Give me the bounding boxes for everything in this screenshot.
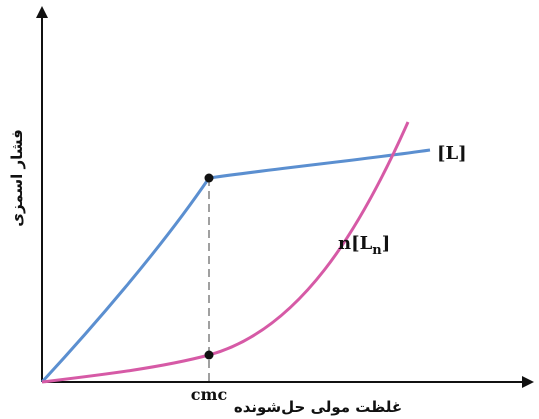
curve-nLn-label-main: n[L [338,233,373,254]
x-axis-title: غلظت مولی حل‌شونده [234,398,402,416]
y-axis-title: فشار اسمزی [8,129,26,227]
curve-L [40,148,431,384]
curve-nLn-label: n[Ln] [338,233,390,258]
curve-nLn-label-subscript: n [372,243,382,258]
curve-L-label: [L] [437,143,467,164]
cmc-point-nLn [204,350,214,360]
cmc-label: cmc [191,385,228,404]
curve-nLn-label-end: ] [382,233,391,254]
cmc-point-L [204,173,214,183]
curve-nLn [41,121,410,384]
